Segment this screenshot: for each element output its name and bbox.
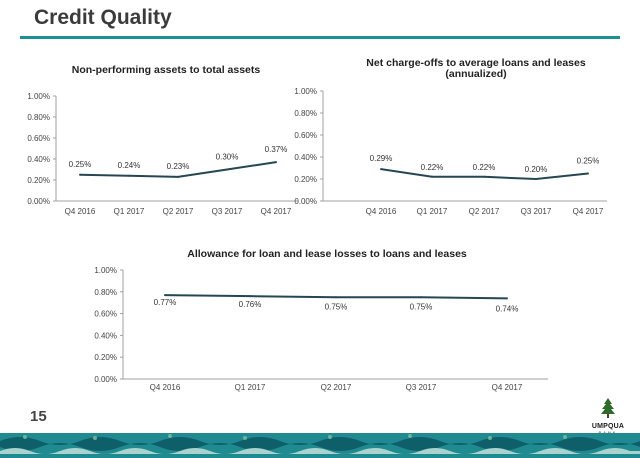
y-tick-label: 0.40%: [294, 153, 317, 162]
data-point: [483, 175, 485, 178]
y-tick-label: 0.40%: [94, 331, 117, 340]
data-point: [79, 173, 81, 176]
data-label: 0.20%: [525, 165, 548, 174]
y-tick-label: 0.00%: [294, 197, 317, 206]
tree-logo-icon: [601, 398, 615, 418]
y-tick-label: 0.00%: [94, 375, 117, 384]
data-label: 0.77%: [154, 298, 177, 307]
data-point: [587, 172, 589, 175]
y-tick-label: 0.20%: [94, 353, 117, 362]
chart-title: Allowance for loan and lease losses to l…: [187, 248, 467, 260]
data-label: 0.75%: [410, 302, 433, 311]
x-tick-label: Q3 2017: [406, 383, 437, 392]
y-tick-label: 0.40%: [27, 155, 50, 164]
data-label: 0.75%: [325, 302, 348, 311]
data-point: [128, 174, 130, 177]
page-number: 15: [30, 408, 47, 425]
x-tick-label: Q4 2016: [366, 207, 397, 216]
y-tick-label: 0.60%: [294, 131, 317, 140]
bank-logo: UMPQUA BANK: [588, 398, 628, 438]
y-tick-label: 1.00%: [294, 87, 317, 96]
data-label: 0.74%: [496, 304, 519, 313]
data-point: [164, 294, 166, 297]
y-tick-label: 0.00%: [27, 197, 50, 206]
page-title: Credit Quality: [34, 6, 172, 29]
y-tick-label: 0.80%: [294, 109, 317, 118]
decorative-footer-band: [0, 433, 640, 458]
data-label: 0.25%: [577, 157, 600, 166]
x-tick-label: Q2 2017: [163, 207, 194, 216]
data-point: [380, 168, 382, 171]
data-point: [177, 175, 179, 178]
data-point: [335, 296, 337, 299]
x-tick-label: Q4 2016: [150, 383, 181, 392]
data-label: 0.76%: [239, 300, 262, 309]
x-tick-label: Q4 2017: [261, 207, 292, 216]
x-tick-label: Q4 2017: [492, 383, 523, 392]
x-tick-label: Q1 2017: [114, 207, 145, 216]
data-point: [226, 168, 228, 171]
x-tick-label: Q3 2017: [212, 207, 243, 216]
data-label: 0.24%: [118, 161, 141, 170]
y-tick-label: 0.20%: [27, 176, 50, 185]
chart-title: Non-performing assets to total assets: [72, 64, 261, 76]
logo-subtext: BANK: [598, 430, 618, 435]
y-tick-label: 0.60%: [27, 134, 50, 143]
data-label: 0.29%: [370, 154, 393, 163]
chart-title: (annualized): [445, 68, 506, 80]
data-point: [420, 296, 422, 299]
data-point: [275, 161, 277, 164]
data-label: 0.30%: [216, 153, 239, 162]
data-label: 0.22%: [473, 163, 496, 172]
y-tick-label: 1.00%: [94, 266, 117, 275]
data-label: 0.22%: [421, 163, 444, 172]
y-tick-label: 1.00%: [27, 92, 50, 101]
x-tick-label: Q2 2017: [321, 383, 352, 392]
x-tick-label: Q1 2017: [235, 383, 266, 392]
y-tick-label: 0.80%: [27, 113, 50, 122]
x-tick-label: Q2 2017: [469, 207, 500, 216]
y-tick-label: 0.60%: [94, 310, 117, 319]
data-label: 0.37%: [265, 145, 288, 154]
x-tick-label: Q4 2016: [65, 207, 96, 216]
logo-wordmark: UMPQUA: [591, 423, 625, 430]
data-point: [431, 175, 433, 178]
y-tick-label: 0.80%: [94, 288, 117, 297]
data-point: [249, 295, 251, 298]
title-divider: [20, 36, 620, 39]
chart-title: Net charge-offs to average loans and lea…: [366, 57, 586, 69]
x-tick-label: Q3 2017: [521, 207, 552, 216]
data-point: [535, 178, 537, 180]
x-tick-label: Q1 2017: [417, 207, 448, 216]
data-point: [506, 297, 508, 300]
data-label: 0.25%: [69, 160, 92, 169]
data-label: 0.23%: [167, 162, 190, 171]
x-tick-label: Q4 2017: [573, 207, 604, 216]
y-tick-label: 0.20%: [294, 175, 317, 184]
